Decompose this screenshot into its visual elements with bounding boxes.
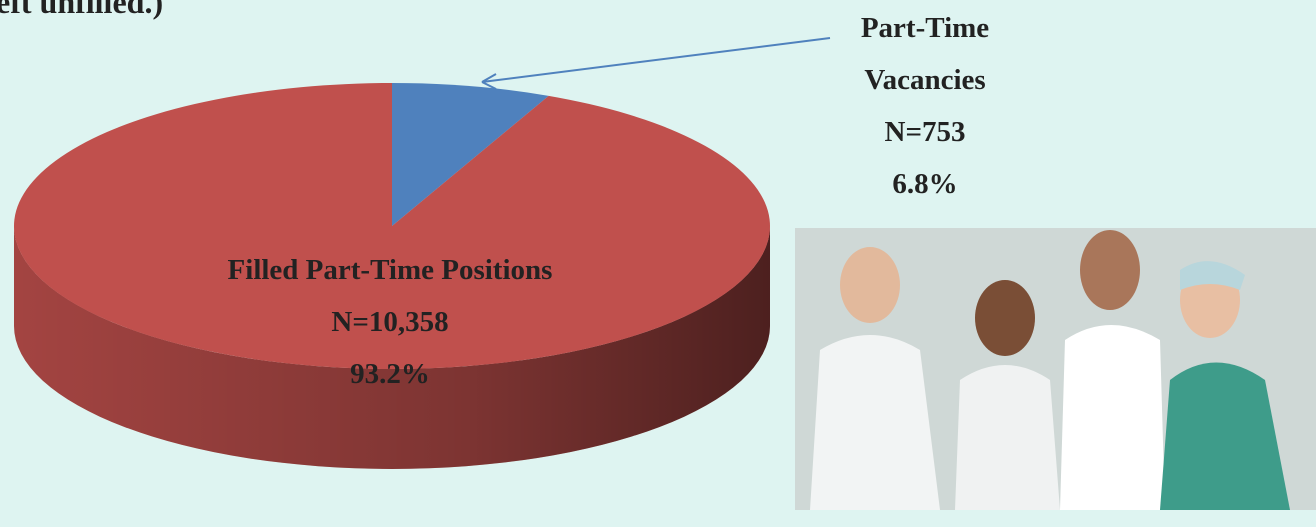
callout-line [481,37,831,83]
slice [392,83,549,226]
category-label: Filled Part-Time Positions [227,254,553,286]
value-label: 93.2% [350,358,430,390]
slice-label: Part-Time Vacancies N=753 6.8% [835,2,1015,210]
photo-nurses [795,228,1316,510]
count-label: N=753 [884,116,966,148]
slice [13,83,771,369]
category-label: Part-Time Vacancies [860,12,990,96]
title: eft unfilled.) [0,0,164,20]
count-label: N=10,358 [331,306,449,338]
slice-side-shade [14,226,770,469]
value-label: 6.8% [892,168,958,200]
callout-arrowhead [481,73,497,90]
slice-label: Filled Part-Time Positions N=10,358 93.2… [140,244,640,400]
